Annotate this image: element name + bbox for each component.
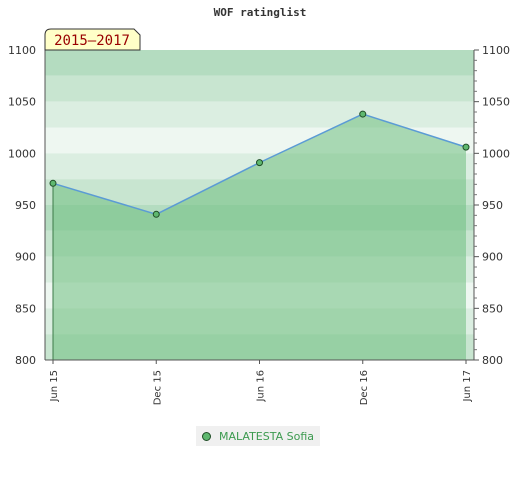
axes: 800 800 850 850 900 900 950 950 1000 1000 1050 1050…: [8, 44, 510, 405]
legend: MALATESTA Sofia: [196, 426, 320, 446]
y-tick-label-left: 900: [15, 251, 36, 264]
period-label: 2015–2017: [54, 33, 130, 49]
legend-series-label: MALATESTA Sofia: [219, 429, 314, 443]
data-point-marker: [462, 143, 470, 151]
x-tick-label: Dec 15: [152, 370, 163, 405]
y-tick-label-right: 950: [482, 199, 503, 212]
data-point-marker: [256, 159, 263, 167]
y-tick-label-left: 1000: [8, 147, 36, 160]
y-tick-label-left: 1100: [8, 44, 36, 57]
y-tick-label-right: 800: [482, 354, 503, 367]
background-band: [45, 50, 474, 76]
chart-title: WOF ratinglist: [213, 6, 307, 19]
data-point-marker: [152, 210, 160, 218]
rating-area: [53, 114, 466, 360]
x-tick-label: Jun 17: [462, 370, 473, 403]
legend-marker-icon: [202, 431, 211, 441]
x-tick-label: Jun 16: [256, 370, 267, 403]
y-tick-label-left: 1050: [8, 96, 36, 109]
background-band: [45, 101, 474, 128]
background-band: [45, 75, 474, 102]
y-tick-label-left: 800: [15, 354, 36, 367]
data-point-marker: [359, 110, 367, 118]
x-tick-label: Jun 15: [49, 370, 60, 403]
y-tick-label-right: 850: [482, 302, 503, 315]
y-tick-label-right: 1000: [482, 147, 510, 160]
data-point-marker: [49, 179, 57, 187]
y-tick-label-right: 1100: [482, 44, 510, 57]
period-label-box: 2015–2017: [44, 28, 141, 51]
y-tick-label-left: 950: [15, 199, 36, 212]
y-tick-label-right: 1050: [482, 96, 510, 109]
y-tick-label-left: 850: [15, 302, 36, 315]
y-tick-label-right: 900: [482, 251, 503, 264]
x-tick-label: Dec 16: [359, 370, 370, 405]
data-markers: [49, 110, 470, 218]
